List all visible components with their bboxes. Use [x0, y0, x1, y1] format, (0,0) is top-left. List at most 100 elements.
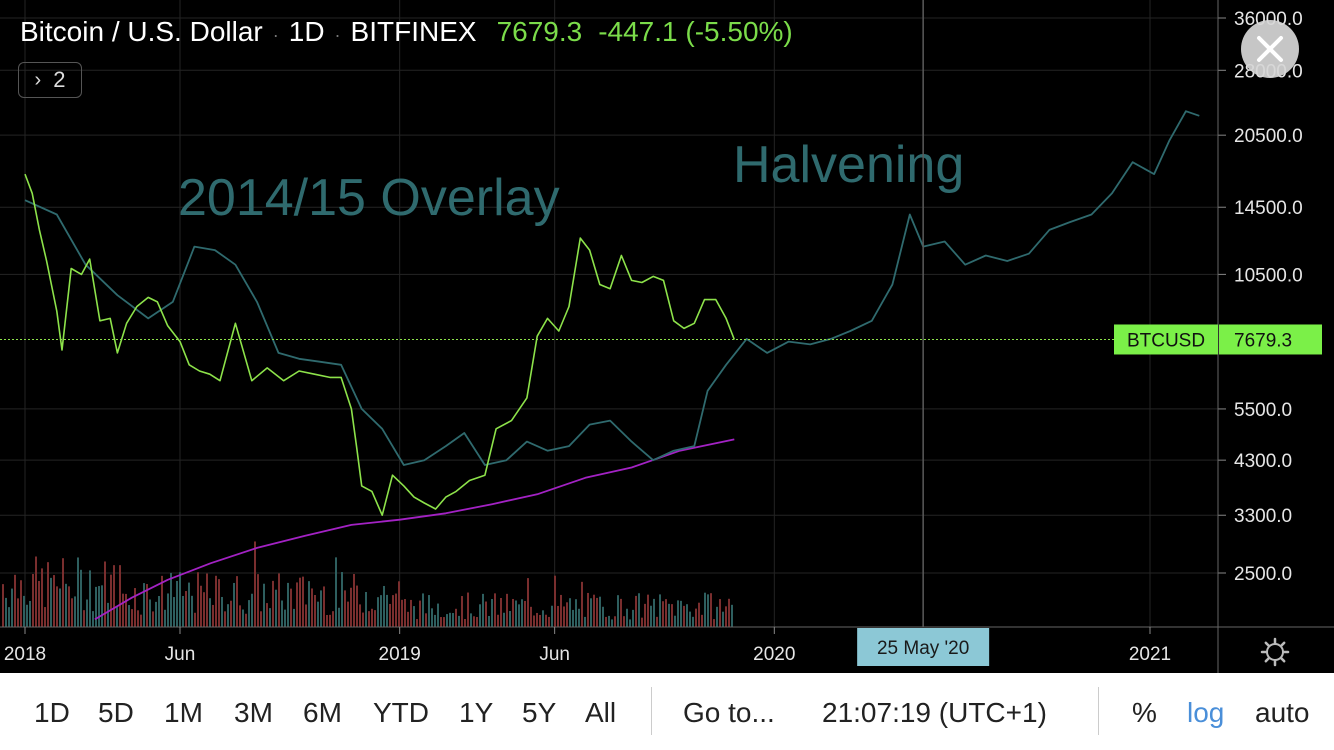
percent-scale-toggle[interactable]: % — [1132, 697, 1157, 728]
volume-bar — [557, 605, 559, 627]
volume-bar — [143, 583, 145, 627]
volume-bar — [422, 593, 424, 627]
volume-bar — [686, 604, 688, 627]
volume-bar — [461, 596, 463, 627]
volume-bar — [692, 616, 694, 627]
x-tick-label: 2021 — [1129, 644, 1171, 665]
last-price-badge — [1219, 324, 1322, 355]
volume-bar — [263, 583, 265, 627]
studies-toggle-button[interactable]: › 2 — [18, 62, 82, 98]
volume-bar — [446, 614, 448, 627]
volume-bar — [407, 611, 409, 627]
volume-bar — [398, 581, 400, 627]
volume-bar — [53, 575, 55, 627]
toolbar-divider — [1098, 687, 1099, 735]
volume-bar — [470, 613, 472, 627]
volume-bar — [368, 611, 370, 627]
auto-scale-toggle[interactable]: auto — [1255, 697, 1310, 728]
goto-date-button[interactable]: Go to... — [683, 697, 775, 728]
volume-bar — [578, 608, 580, 627]
range-6m-button[interactable]: 6M — [303, 697, 342, 728]
volume-bar — [320, 590, 322, 627]
volume-bar — [260, 611, 262, 627]
range-5d-button[interactable]: 5D — [98, 697, 134, 728]
range-all-button[interactable]: All — [585, 697, 617, 728]
volume-bar — [362, 612, 364, 627]
volume-bar — [503, 612, 505, 627]
volume-bar — [215, 575, 217, 627]
volume-bar — [542, 610, 544, 627]
price-chart[interactable]: 2014/15 Overlay Halvening 36000.028000.0… — [0, 0, 1334, 673]
range-3m-button[interactable]: 3M — [234, 697, 273, 728]
volume-bar — [554, 575, 556, 627]
last-price: 7679.3 — [496, 16, 583, 47]
volume-bar — [104, 561, 106, 627]
volume-bar — [176, 580, 178, 627]
volume-bar — [395, 593, 397, 627]
close-button[interactable] — [1241, 20, 1299, 78]
range-1m-button[interactable]: 1M — [164, 697, 203, 728]
volume-bar — [401, 599, 403, 627]
volume-bar — [731, 604, 733, 627]
volume-bar — [56, 586, 58, 627]
volume-bar — [632, 609, 634, 627]
volume-bar — [443, 617, 445, 627]
volume-bar — [89, 570, 91, 627]
volume-bar — [41, 568, 43, 627]
price-axis[interactable]: 36000.028000.020500.014500.010500.05500.… — [1217, 0, 1303, 673]
volume-bar — [203, 592, 205, 627]
volume-bar — [47, 562, 49, 627]
y-tick-label: 14500.0 — [1234, 198, 1303, 219]
volume-bar — [173, 597, 175, 627]
volume-bar — [611, 619, 613, 627]
volume-bar — [287, 582, 289, 627]
volume-bar — [509, 611, 511, 627]
symbol-title[interactable]: Bitcoin / U.S. Dollar — [20, 16, 263, 47]
volume-bar — [416, 619, 418, 627]
volume-bar — [512, 598, 514, 627]
volume-bar — [311, 588, 313, 627]
volume-bar — [290, 588, 292, 627]
volume-bar — [281, 600, 283, 627]
volume-bar — [524, 600, 526, 627]
volume-bar — [11, 588, 13, 627]
time-axis[interactable]: 2018 Jun 2019 Jun 2020 2021 — [0, 626, 1334, 667]
volume-bar — [155, 601, 157, 627]
volume-bar — [116, 606, 118, 627]
volume-bar — [620, 598, 622, 627]
y-tick-label: 3300.0 — [1234, 506, 1292, 527]
range-5y-button[interactable]: 5Y — [522, 697, 557, 728]
range-ytd-button[interactable]: YTD — [373, 697, 429, 728]
price-change: -447.1 (-5.50%) — [598, 16, 793, 47]
bottom-toolbar: 1D 5D 1M 3M 6M YTD 1Y 5Y All Go to... 21… — [0, 673, 1334, 750]
volume-bar — [296, 582, 298, 627]
volume-bar — [626, 608, 628, 627]
volume-bar — [146, 584, 148, 627]
volume-bar — [353, 574, 355, 627]
volume-bar — [533, 615, 535, 627]
log-scale-toggle[interactable]: log — [1187, 697, 1225, 728]
exchange-label: BITFINEX — [350, 16, 477, 47]
interval-label[interactable]: 1D — [288, 16, 325, 47]
range-1y-button[interactable]: 1Y — [459, 697, 494, 728]
volume-bar — [566, 602, 568, 627]
volume-bar — [134, 588, 136, 627]
volume-bar — [302, 576, 304, 627]
volume-bar — [8, 607, 10, 627]
volume-bar — [2, 584, 4, 627]
timezone-clock[interactable]: 21:07:19 (UTC+1) — [822, 697, 1047, 728]
volume-bar — [14, 574, 16, 627]
volume-bar — [305, 604, 307, 627]
volume-bar — [209, 598, 211, 627]
volume-bar — [278, 573, 280, 627]
volume-bar — [536, 612, 538, 627]
volume-bar — [584, 616, 586, 627]
volume-bar — [128, 605, 130, 627]
volume-bar — [125, 593, 127, 627]
range-1d-button[interactable]: 1D — [34, 697, 70, 728]
volume-bar — [20, 580, 22, 627]
volume-bar — [92, 611, 94, 627]
volume-bar — [95, 586, 97, 627]
gear-icon[interactable] — [1260, 637, 1290, 667]
volume-bar — [392, 595, 394, 627]
